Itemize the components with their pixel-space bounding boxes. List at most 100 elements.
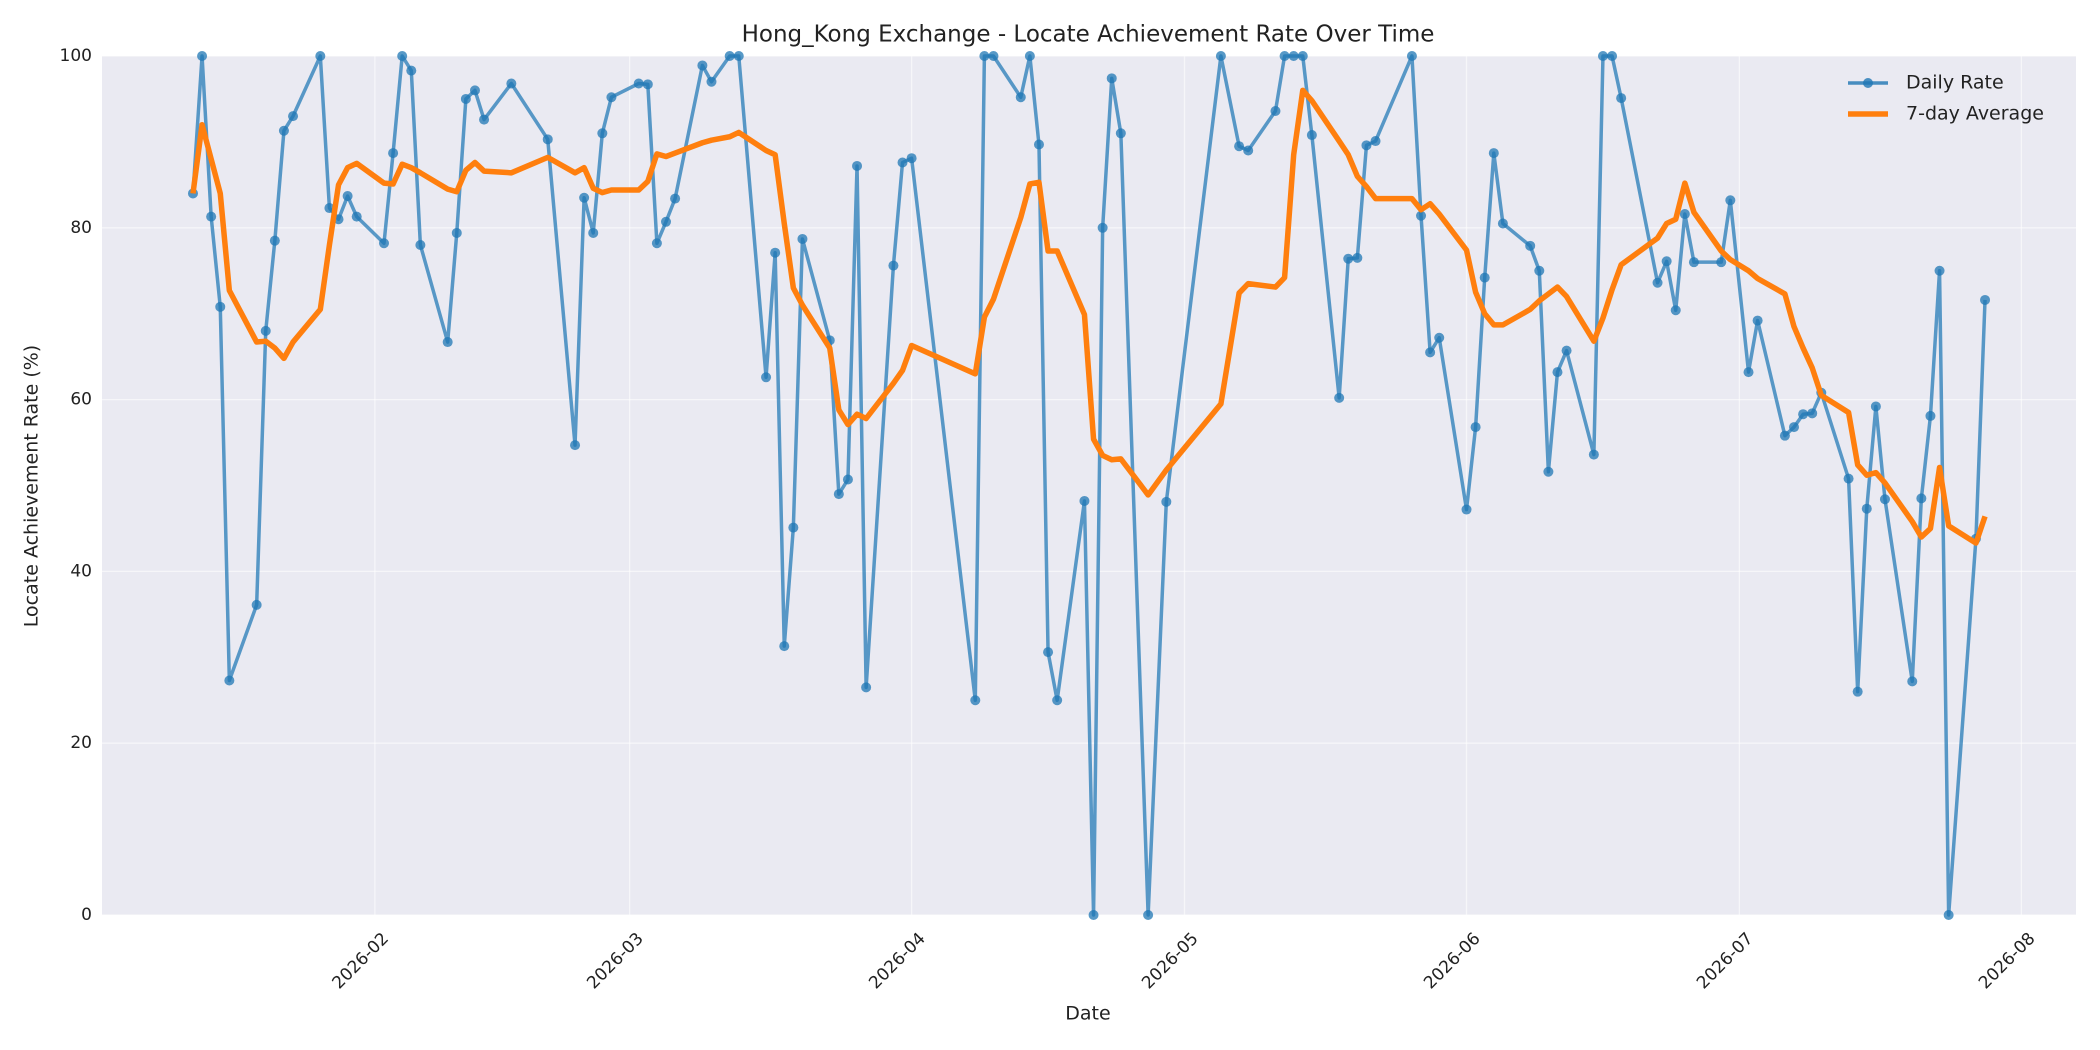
data-point	[1688, 257, 1699, 268]
y-tick-label: 40	[70, 561, 92, 581]
data-point	[1561, 345, 1572, 356]
legend: Daily Rate 7-day Average	[1848, 72, 2044, 125]
data-point	[1716, 257, 1727, 268]
data-point	[397, 51, 408, 61]
data-point	[1743, 367, 1754, 378]
data-point	[1852, 686, 1863, 697]
data-point	[1352, 252, 1363, 263]
data-point	[1361, 140, 1372, 151]
data-point	[1798, 409, 1809, 420]
data-point	[251, 599, 262, 610]
data-point	[1115, 128, 1126, 139]
data-point	[1652, 277, 1663, 288]
series-line	[190, 87, 1988, 546]
data-point	[206, 211, 217, 222]
x-axis-label: Date	[1065, 1003, 1110, 1025]
data-point	[1497, 218, 1508, 229]
data-point	[888, 260, 899, 271]
data-point	[1079, 495, 1090, 506]
data-point	[861, 682, 872, 693]
data-point	[1033, 139, 1044, 150]
data-point	[1279, 51, 1290, 61]
data-point	[1943, 910, 1954, 920]
data-point	[260, 325, 271, 336]
data-point	[988, 51, 999, 61]
data-point	[788, 522, 799, 533]
data-point	[315, 51, 326, 61]
data-point	[1661, 256, 1672, 267]
data-point	[1925, 410, 1936, 421]
grid	[102, 55, 2076, 916]
data-point	[1024, 51, 1035, 61]
data-point	[1297, 51, 1308, 61]
data-point	[288, 111, 299, 122]
data-point	[1470, 422, 1481, 433]
data-point	[406, 65, 417, 76]
data-point	[342, 191, 353, 202]
data-point	[1406, 51, 1417, 61]
data-point	[1525, 240, 1536, 251]
data-point	[1434, 332, 1445, 343]
data-point	[1616, 93, 1627, 104]
data-point	[479, 114, 490, 125]
data-point	[1980, 294, 1991, 305]
data-point	[1588, 449, 1599, 460]
data-point	[1234, 141, 1245, 152]
data-point	[1343, 253, 1354, 264]
data-point	[442, 337, 453, 348]
chart-title: Hong_Kong Exchange - Locate Achievement …	[742, 22, 1435, 48]
y-tick-label: 20	[70, 733, 92, 753]
data-point	[770, 247, 781, 258]
data-point	[1015, 92, 1026, 103]
data-point	[1779, 430, 1790, 441]
data-point	[1052, 695, 1063, 706]
legend-marker	[1863, 78, 1873, 88]
data-point	[1306, 130, 1317, 141]
data-point	[906, 153, 917, 164]
data-point	[215, 301, 226, 312]
data-point	[979, 51, 990, 61]
data-point	[1552, 367, 1563, 378]
data-point	[1916, 493, 1927, 504]
data-point	[1334, 392, 1345, 403]
data-point	[1416, 210, 1427, 221]
data-point	[1488, 148, 1499, 159]
data-point	[379, 238, 389, 249]
data-point	[733, 51, 744, 61]
data-point	[697, 60, 708, 71]
data-point	[633, 78, 644, 89]
data-point	[897, 157, 908, 168]
data-point	[1461, 504, 1472, 515]
data-point	[1725, 195, 1736, 206]
data-point	[415, 239, 426, 250]
data-point	[1670, 305, 1681, 316]
data-point	[724, 51, 735, 61]
data-point	[670, 193, 681, 204]
data-point	[1534, 265, 1545, 276]
data-point	[269, 235, 280, 246]
legend-label: Daily Rate	[1906, 72, 2004, 94]
data-point	[579, 192, 590, 203]
data-point	[1270, 105, 1281, 116]
data-point	[1370, 136, 1381, 147]
data-point	[570, 440, 581, 451]
data-point	[1215, 51, 1226, 61]
data-point	[842, 474, 853, 485]
data-point	[661, 216, 671, 227]
data-point	[451, 227, 462, 238]
data-point	[1907, 676, 1918, 687]
data-point	[1288, 51, 1299, 61]
data-point	[1161, 496, 1172, 507]
data-point	[1043, 647, 1054, 658]
data-point	[606, 92, 617, 103]
data-point	[588, 227, 599, 238]
series-layer	[187, 51, 1991, 920]
data-point	[1934, 265, 1945, 276]
legend-label: 7-day Average	[1906, 103, 2044, 125]
data-point	[506, 78, 517, 89]
data-point	[1752, 315, 1763, 326]
data-point	[651, 238, 662, 249]
data-point	[224, 675, 235, 686]
y-tick-label: 100	[60, 46, 92, 66]
